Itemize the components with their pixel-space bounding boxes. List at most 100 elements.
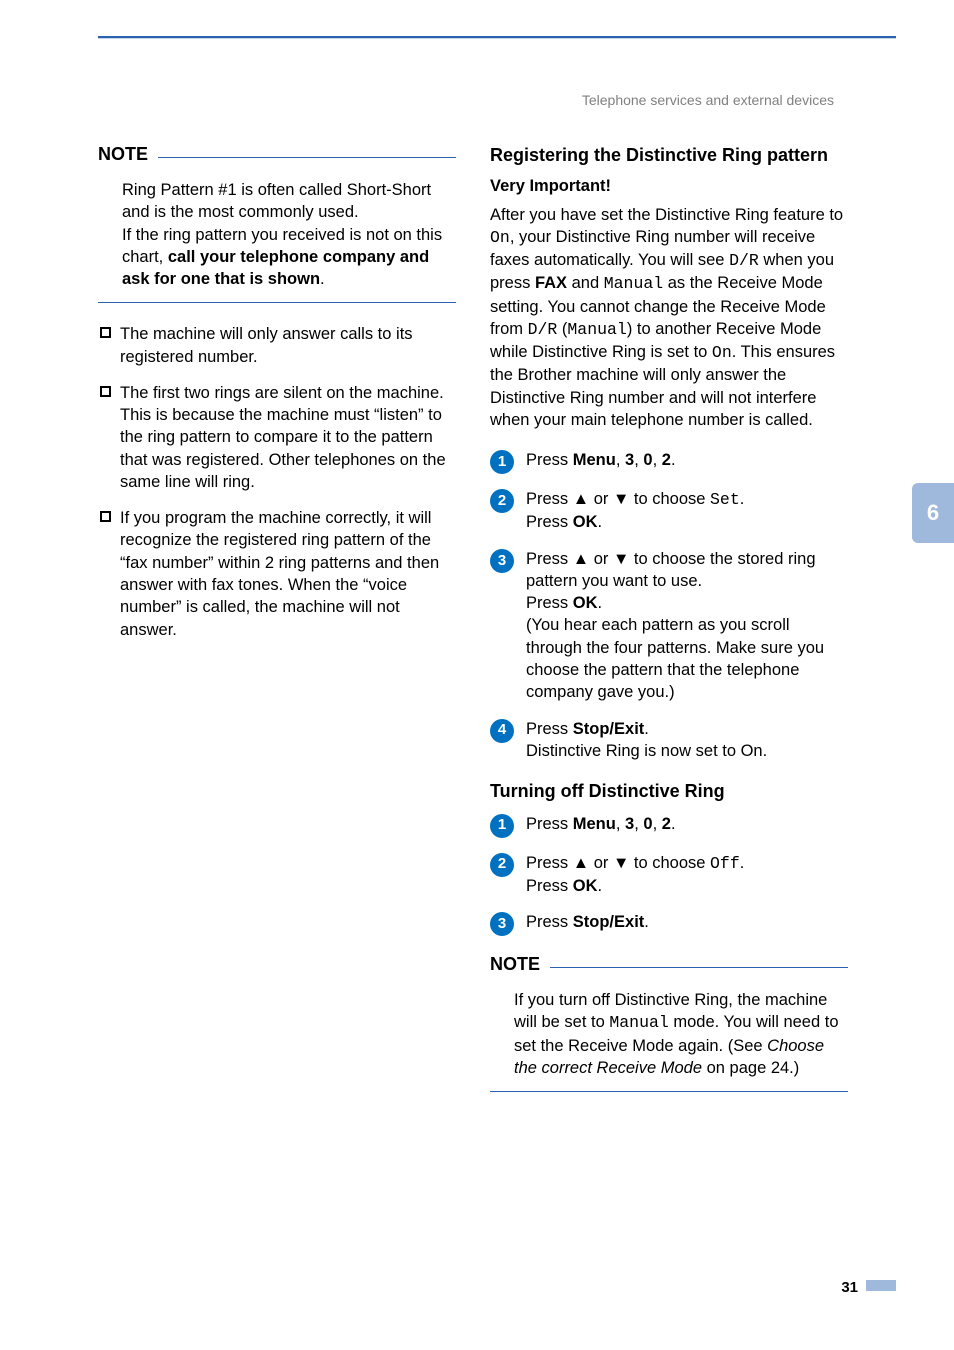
bold-text: Stop/Exit (573, 720, 645, 738)
bold-text: 0 (643, 451, 652, 469)
left-column: NOTE Ring Pattern #1 is often called Sho… (98, 144, 456, 1112)
text: , (616, 815, 625, 833)
note-top-rule (158, 157, 456, 158)
step-number-icon: 1 (490, 814, 514, 838)
step-item: 1 Press Menu, 3, 0, 2. (490, 813, 848, 838)
note-top-rule (550, 967, 848, 968)
step-number-icon: 1 (490, 450, 514, 474)
right-column: Registering the Distinctive Ring pattern… (490, 144, 848, 1112)
step-body: Press Stop/Exit. Distinctive Ring is now… (526, 718, 848, 763)
mono-text: On (490, 228, 510, 247)
steps-register: 1 Press Menu, 3, 0, 2. 2 Press ▲ or ▼ to… (490, 449, 848, 762)
top-rule (98, 38, 896, 39)
text: Press (526, 854, 573, 872)
text: Press (526, 513, 573, 531)
breadcrumb: Telephone services and external devices (582, 92, 834, 108)
text: Press (526, 877, 573, 895)
text: . (644, 913, 649, 931)
note-body: Ring Pattern #1 is often called Short-Sh… (98, 179, 456, 300)
text: , (634, 451, 643, 469)
step-body: Press ▲ or ▼ to choose Off. Press OK. (526, 852, 848, 898)
note-bottom-rule (490, 1091, 848, 1092)
list-item: The machine will only answer calls to it… (100, 323, 456, 368)
bold-text: 2 (662, 451, 671, 469)
text: to choose (629, 854, 710, 872)
note-text-2c: . (320, 270, 325, 288)
text: ( (557, 320, 567, 338)
section-subheading: Very Important! (490, 177, 848, 196)
text: , (634, 815, 643, 833)
section-heading: Turning off Distinctive Ring (490, 780, 848, 803)
bold-text: 0 (643, 815, 652, 833)
text: . (740, 490, 745, 508)
text: or (589, 550, 613, 568)
bold-text: Menu (573, 815, 616, 833)
content-columns: NOTE Ring Pattern #1 is often called Sho… (60, 144, 894, 1112)
text: Press (526, 451, 573, 469)
text: . (598, 877, 603, 895)
text: and (567, 274, 604, 292)
note2-header-row: NOTE (490, 954, 848, 981)
text: . (671, 451, 676, 469)
up-arrow-icon: ▲ (573, 550, 589, 568)
text: Press (526, 490, 573, 508)
step-number-icon: 2 (490, 489, 514, 513)
mono-text: Manual (609, 1013, 668, 1032)
mono-text: Set (710, 490, 740, 509)
text: Press (526, 594, 573, 612)
text: Press (526, 550, 573, 568)
steps-turnoff: 1 Press Menu, 3, 0, 2. 2 Press ▲ or ▼ to… (490, 813, 848, 937)
mono-text: D/R (528, 320, 558, 339)
text: or (589, 854, 613, 872)
note-bottom-rule (98, 302, 456, 303)
text: . (671, 815, 676, 833)
step-body: Press Menu, 3, 0, 2. (526, 813, 848, 838)
section-heading: Registering the Distinctive Ring pattern (490, 144, 848, 167)
bullet-list: The machine will only answer calls to it… (98, 323, 456, 640)
step-number-icon: 4 (490, 719, 514, 743)
chapter-tab: 6 (912, 483, 954, 543)
list-item: The first two rings are silent on the ma… (100, 382, 456, 493)
bold-text: FAX (535, 274, 567, 292)
text: . (644, 720, 649, 738)
bold-text: OK (573, 594, 598, 612)
bold-text: Menu (573, 451, 616, 469)
step-item: 3 Press Stop/Exit. (490, 911, 848, 936)
intro-paragraph: After you have set the Distinctive Ring … (490, 204, 848, 432)
mono-text: Off (710, 854, 740, 873)
step-number-icon: 3 (490, 549, 514, 573)
mono-text: D/R (729, 251, 759, 270)
text: Press (526, 720, 573, 738)
square-bullet-icon (100, 386, 111, 397)
bold-text: OK (573, 877, 598, 895)
bullet-text: The first two rings are silent on the ma… (120, 382, 456, 493)
text: (You hear each pattern as you scroll thr… (526, 616, 824, 701)
text: or (589, 490, 613, 508)
text: to choose (629, 490, 710, 508)
up-arrow-icon: ▲ (573, 854, 589, 872)
bullet-text: The machine will only answer calls to it… (120, 323, 456, 368)
step-number-icon: 2 (490, 853, 514, 877)
step-body: Press Menu, 3, 0, 2. (526, 449, 848, 474)
bold-text: OK (573, 513, 598, 531)
note-text-1: Ring Pattern #1 is often called Short-Sh… (122, 181, 431, 221)
page-corner-accent (866, 1280, 896, 1291)
note-header-row: NOTE (98, 144, 456, 171)
step-item: 2 Press ▲ or ▼ to choose Set. Press OK. (490, 488, 848, 534)
text: Press (526, 815, 573, 833)
step-item: 3 Press ▲ or ▼ to choose the stored ring… (490, 548, 848, 704)
text: , (616, 451, 625, 469)
down-arrow-icon: ▼ (613, 550, 629, 568)
step-item: 4 Press Stop/Exit. Distinctive Ring is n… (490, 718, 848, 763)
mono-text: Manual (604, 274, 663, 293)
step-body: Press ▲ or ▼ to choose Set. Press OK. (526, 488, 848, 534)
bullet-text: If you program the machine correctly, it… (120, 507, 456, 641)
text: . (740, 854, 745, 872)
text: , (653, 815, 662, 833)
bold-text: 2 (662, 815, 671, 833)
text: Press (526, 913, 573, 931)
text: . (598, 594, 603, 612)
square-bullet-icon (100, 511, 111, 522)
text: , (653, 451, 662, 469)
mono-text: On (712, 343, 732, 362)
